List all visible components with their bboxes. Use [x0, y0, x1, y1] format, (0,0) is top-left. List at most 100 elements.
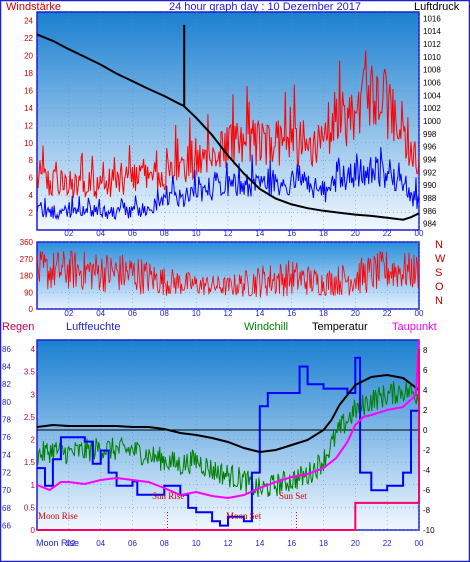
- x-tick-label: 20: [351, 309, 360, 318]
- x-tick-label: 00: [415, 229, 424, 238]
- x-tick-label: 12: [224, 539, 233, 548]
- y-right-tick-pressure: 1006: [423, 79, 441, 88]
- compass-label: N: [435, 295, 443, 307]
- y-tick-rain: 0: [31, 526, 36, 535]
- data-series: [36, 24, 420, 531]
- y-left-tick-wind: 6: [29, 174, 34, 183]
- y-left-tick-wind: 18: [24, 69, 33, 78]
- x-tick-label: 14: [255, 229, 264, 238]
- header-pressure-label: Luftdruck: [414, 1, 460, 13]
- y-left-tick-wind: 24: [24, 17, 33, 26]
- x-tick-label: 04: [96, 539, 105, 548]
- y-tick-temperature: -10: [423, 526, 435, 535]
- y-left-tick-wind: 12: [24, 121, 33, 130]
- wind-average-line: [36, 147, 420, 221]
- y-tick-humidity: 66: [2, 522, 11, 531]
- x-tick-label: 20: [351, 539, 360, 548]
- y-tick-temperature: 4: [423, 386, 428, 395]
- y-left-tick-wind: 8: [29, 156, 34, 165]
- header-title: 24 hour graph day : 10 Dezember 2017: [169, 1, 361, 13]
- y-right-tick-pressure: 1014: [423, 27, 441, 36]
- x-tick-label: 22: [383, 309, 392, 318]
- pressure-line: [36, 33, 420, 221]
- y-tick-rain: 3: [31, 390, 36, 399]
- y-tick-rain: 1.5: [24, 458, 36, 467]
- y-left-tick-wind: 2: [29, 209, 34, 218]
- x-tick-label: 14: [255, 309, 264, 318]
- x-tick-label: 08: [160, 229, 169, 238]
- y-right-tick-pressure: 1002: [423, 104, 441, 113]
- x-tick-label: 22: [383, 229, 392, 238]
- y-left-tick-wind: 4: [29, 191, 34, 200]
- x-tick-label: 10: [192, 309, 201, 318]
- y-tick-rain: 3.5: [24, 368, 36, 377]
- dewpoint-line: [36, 339, 420, 500]
- x-tick-label: 12: [224, 309, 233, 318]
- y-left-tick-wind: 22: [24, 34, 33, 43]
- temperature-line: [36, 373, 420, 454]
- y-left-tick-wind: 10: [24, 139, 33, 148]
- x-tick-label: 04: [96, 229, 105, 238]
- y-right-tick-pressure: 1000: [423, 117, 441, 126]
- y-right-tick-pressure: 984: [423, 220, 437, 229]
- compass-label: W: [435, 253, 446, 265]
- event-moon-rise-label: Moon Rise: [38, 511, 78, 521]
- y-tick-humidity: 82: [2, 380, 11, 389]
- wind-direction-line: [36, 250, 420, 298]
- legend-regen: Regen: [2, 321, 34, 333]
- y-tick-humidity: 86: [2, 345, 11, 354]
- y-tick-direction: 180: [20, 272, 34, 281]
- y-tick-temperature: 8: [423, 346, 428, 355]
- y-tick-rain: 4: [31, 345, 36, 354]
- y-tick-rain: 2: [31, 436, 36, 445]
- y-right-tick-pressure: 1016: [423, 14, 441, 23]
- x-tick-label: 12: [224, 229, 233, 238]
- x-tick-label: 00: [415, 309, 424, 318]
- y-tick-direction: 90: [24, 288, 33, 297]
- compass-label: N: [435, 239, 443, 251]
- humidity-line: [37, 356, 420, 527]
- x-tick-label: 18: [319, 229, 328, 238]
- x-tick-label: 22: [383, 539, 392, 548]
- y-right-tick-pressure: 1008: [423, 66, 441, 75]
- y-tick-humidity: 70: [2, 486, 11, 495]
- y-right-tick-pressure: 1010: [423, 53, 441, 62]
- compass-label: O: [435, 281, 444, 293]
- y-right-tick-pressure: 998: [423, 130, 437, 139]
- x-tick-label: 08: [160, 309, 169, 318]
- x-tick-label: 18: [319, 539, 328, 548]
- x-tick-label: 10: [192, 539, 201, 548]
- y-tick-rain: 1: [31, 481, 36, 490]
- x-tick-label: 02: [66, 539, 75, 548]
- x-tick-label: 02: [64, 229, 73, 238]
- rain-line: [37, 349, 420, 531]
- y-right-tick-pressure: 986: [423, 207, 437, 216]
- y-tick-temperature: 0: [423, 426, 428, 435]
- y-tick-humidity: 74: [2, 451, 11, 460]
- x-tick-label: 16: [287, 539, 296, 548]
- y-tick-temperature: -2: [423, 446, 431, 455]
- y-right-tick-pressure: 990: [423, 181, 437, 190]
- y-tick-temperature: 6: [423, 366, 428, 375]
- y-right-tick-pressure: 992: [423, 168, 437, 177]
- x-tick-label: 00: [415, 539, 424, 548]
- y-left-tick-wind: 16: [24, 86, 33, 95]
- event-sun-set-label: Sun Set: [279, 491, 307, 501]
- compass-label: S: [435, 267, 442, 279]
- legend-windchill: Windchill: [244, 321, 288, 333]
- y-left-tick-wind: 14: [24, 104, 33, 113]
- y-right-tick-pressure: 1004: [423, 91, 441, 100]
- event-moon-set-label: Moon Set: [226, 511, 262, 521]
- y-left-tick-wind: 20: [24, 52, 33, 61]
- event-bottom-moon-rise-label: Moon Rise: [36, 538, 79, 548]
- header-wind-label: Windstärke: [6, 1, 61, 13]
- y-tick-direction: 270: [20, 255, 34, 264]
- y-tick-temperature: -8: [423, 506, 431, 515]
- y-tick-humidity: 84: [2, 363, 11, 372]
- y-tick-temperature: 2: [423, 406, 428, 415]
- x-tick-label: 06: [128, 539, 137, 548]
- y-tick-direction: 0: [29, 305, 34, 314]
- y-tick-humidity: 78: [2, 416, 11, 425]
